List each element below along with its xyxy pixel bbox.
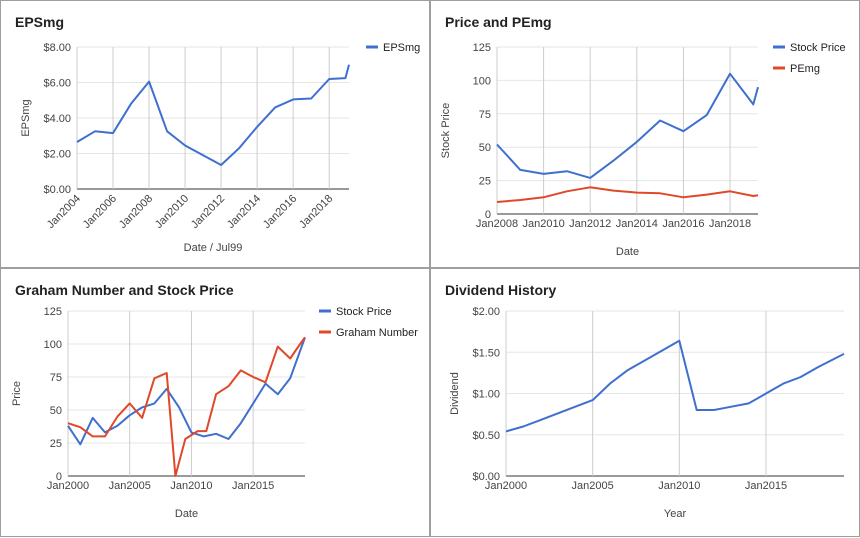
series-line-0 xyxy=(496,72,759,179)
legend-swatch xyxy=(366,45,378,49)
y-tick-label: 100 xyxy=(44,339,62,351)
y-axis-title: Price xyxy=(11,381,23,406)
x-tick-label: Jan2018 xyxy=(709,218,751,230)
x-tick-label: Jan2005 xyxy=(109,480,151,492)
series-line-0 xyxy=(505,339,845,433)
y-tick-label: $1.50 xyxy=(472,347,500,359)
y-tick-label: 125 xyxy=(473,42,491,54)
x-tick-label: Jan2016 xyxy=(662,218,704,230)
x-axis-title: Year xyxy=(664,508,687,520)
y-tick-label: $2.00 xyxy=(472,306,500,318)
y-axis-title: Dividend xyxy=(449,372,461,415)
legend-label: EPSmg xyxy=(383,42,420,54)
x-tick-label: Jan2000 xyxy=(47,480,89,492)
legend-swatch xyxy=(773,45,785,49)
x-axis-title: Date xyxy=(175,508,198,520)
x-tick-label: Jan2012 xyxy=(569,218,611,230)
y-tick-label: 50 xyxy=(479,142,491,154)
y-axis-title: Stock Price xyxy=(440,103,452,159)
y-tick-label: $2.00 xyxy=(43,149,71,161)
y-tick-label: 100 xyxy=(473,75,491,87)
price-pemg-chart-panel: Price and PEmg 0 25 50 75 100 125 Jan2008 Jan20… xyxy=(430,0,860,268)
x-tick-label: Jan2010 xyxy=(522,218,564,230)
dividend-chart-panel: Dividend History $0.00 $0.50 $1.00 $1.50 $2.… xyxy=(430,268,860,537)
chart-title: Graham Number and Stock Price xyxy=(15,282,234,298)
x-tick-label: Jan2005 xyxy=(572,480,614,492)
y-tick-label: $6.00 xyxy=(43,78,71,90)
series-line-1 xyxy=(67,336,306,477)
y-tick-label: $8.00 xyxy=(43,42,71,54)
y-tick-label: 25 xyxy=(479,176,491,188)
x-tick-label: Jan2010 xyxy=(153,193,191,231)
y-axis-title: EPSmg xyxy=(20,99,32,136)
x-tick-label: Jan2000 xyxy=(485,480,527,492)
y-tick-label: 0 xyxy=(485,209,491,221)
dividend-chart-svg: $0.00 $0.50 $1.00 $1.50 $2.00 Jan2000 Jan2005 J… xyxy=(449,306,845,520)
y-tick-label: 50 xyxy=(50,405,62,417)
eps-chart-panel: EPSmg $0.00 $2.00 $4.00 $6.00 $8.00 Jan2004 Ja… xyxy=(0,0,430,268)
price-pemg-chart-svg: 0 25 50 75 100 125 Jan2008 Jan2010 Jan2012 Jan201… xyxy=(440,42,846,258)
legend-label: Stock Price xyxy=(336,306,392,318)
y-tick-label: $4.00 xyxy=(43,113,71,125)
x-tick-label: Jan2008 xyxy=(117,193,155,231)
x-tick-label: Jan2016 xyxy=(261,193,299,231)
eps-chart-svg: $0.00$2.00$4.00$6.00$8.00Jan2004Jan2006J… xyxy=(20,42,420,254)
chart-title: Price and PEmg xyxy=(445,14,552,30)
x-tick-label: Jan2010 xyxy=(170,480,212,492)
y-tick-label: 75 xyxy=(50,372,62,384)
legend-label: Graham Number xyxy=(336,327,418,339)
x-tick-label: Jan2014 xyxy=(225,193,263,231)
series-line-0 xyxy=(76,64,350,166)
series-line-1 xyxy=(496,186,759,203)
x-tick-label: Jan2010 xyxy=(658,480,700,492)
legend-swatch xyxy=(319,309,331,313)
x-tick-label: Jan2015 xyxy=(232,480,274,492)
x-tick-label: Jan2008 xyxy=(476,218,518,230)
y-tick-label: $0.50 xyxy=(472,430,500,442)
chart-title: Dividend History xyxy=(445,282,557,298)
x-tick-label: Jan2006 xyxy=(81,193,119,231)
legend-swatch xyxy=(319,330,331,334)
y-tick-label: 25 xyxy=(50,438,62,450)
x-tick-label: Jan2018 xyxy=(297,193,335,231)
x-tick-label: Jan2012 xyxy=(189,193,227,231)
graham-chart-svg: 0 25 50 75 100 125 Jan2000 Jan2005 Jan2010 Jan201… xyxy=(11,306,418,520)
y-tick-label: 0 xyxy=(56,471,62,483)
x-tick-label: Jan2015 xyxy=(745,480,787,492)
chart-title: EPSmg xyxy=(15,14,65,30)
legend-label: PEmg xyxy=(790,63,820,75)
legend-label: Stock Price xyxy=(790,42,846,54)
y-tick-label: 75 xyxy=(479,109,491,121)
y-tick-label: $0.00 xyxy=(43,184,71,196)
x-tick-label: Jan2014 xyxy=(616,218,658,230)
x-axis-title: Date / Jul99 xyxy=(184,242,243,254)
y-tick-label: $1.00 xyxy=(472,389,500,401)
legend-swatch xyxy=(773,66,785,70)
x-axis-title: Date xyxy=(616,246,639,258)
series-line-0 xyxy=(67,337,306,446)
x-tick-label: Jan2004 xyxy=(45,193,83,231)
y-tick-label: $0.00 xyxy=(472,471,500,483)
graham-chart-panel: Graham Number and Stock Price 0 25 50 75 100… xyxy=(0,268,430,537)
y-tick-label: 125 xyxy=(44,306,62,318)
